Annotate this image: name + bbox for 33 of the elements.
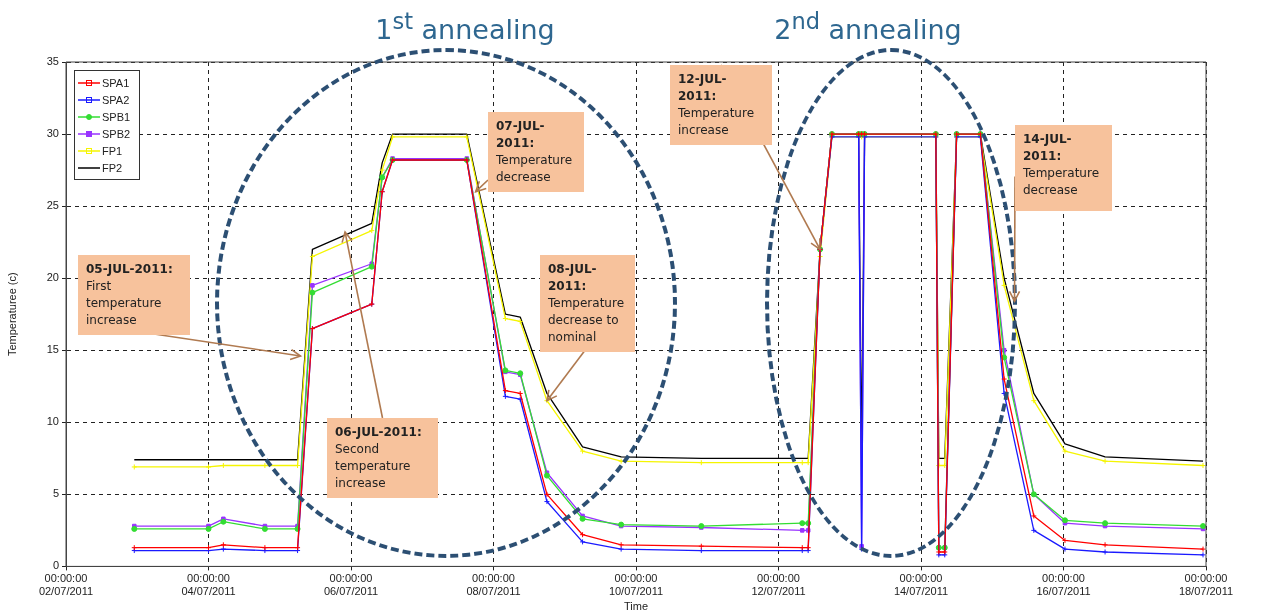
x-tick-label: 00:00:00 14/07/2011 (893, 572, 949, 598)
y-tick-label: 5 (52, 487, 59, 500)
y-axis-title: Temperaturee (c) (5, 272, 18, 357)
y-tick-label: 0 (52, 559, 59, 572)
annotation: 07-JUL-2011: Temperature decrease (496, 119, 573, 184)
x-tick-label: 00:00:00 16/07/2011 (1036, 572, 1091, 598)
x-axis-title: Time (623, 600, 649, 613)
legend-label: SPA2 (102, 93, 130, 106)
x-tick-label: 00:00:00 04/07/2011 (181, 572, 236, 598)
y-tick-label: 30 (46, 127, 59, 140)
legend-label: SPA1 (102, 76, 130, 89)
x-tick-label: 00:00:00 08/07/2011 (466, 572, 521, 598)
x-tick-label: 00:00:00 18/07/2011 (1178, 572, 1234, 598)
x-tick-label: 00:00:00 06/07/2011 (323, 572, 379, 598)
annotation: 05-JUL-2011: First temperature increase (86, 262, 173, 327)
annotation: 06-JUL-2011: Second temperature increase (335, 425, 422, 490)
y-tick-label: 20 (46, 271, 59, 284)
y-tick-label: 15 (46, 343, 59, 356)
annotation: 12-JUL-2011: Temperature increase (678, 72, 755, 137)
x-tick-label: 00:00:00 12/07/2011 (751, 572, 806, 598)
legend-label: SPB1 (102, 110, 131, 123)
annotation: 08-JUL-2011: Temperature decrease to nominal (548, 262, 625, 344)
legend-label: FP2 (102, 161, 123, 174)
annotation: 14-JUL-2011: Temperature decrease (1023, 132, 1100, 197)
text: 1$^{st}$ annealing (375, 8, 555, 45)
text: 2$^{nd}$ annealing (774, 8, 962, 45)
x-tick-label: 00:00:00 02/07/2011 (38, 572, 94, 598)
y-tick-label: 25 (46, 199, 59, 212)
y-tick-label: 35 (46, 55, 59, 68)
x-tick-label: 00:00:00 10/07/2011 (608, 572, 664, 598)
legend-label: SPB2 (102, 127, 131, 140)
legend-label: FP1 (102, 144, 123, 157)
y-tick-label: 10 (46, 415, 59, 428)
